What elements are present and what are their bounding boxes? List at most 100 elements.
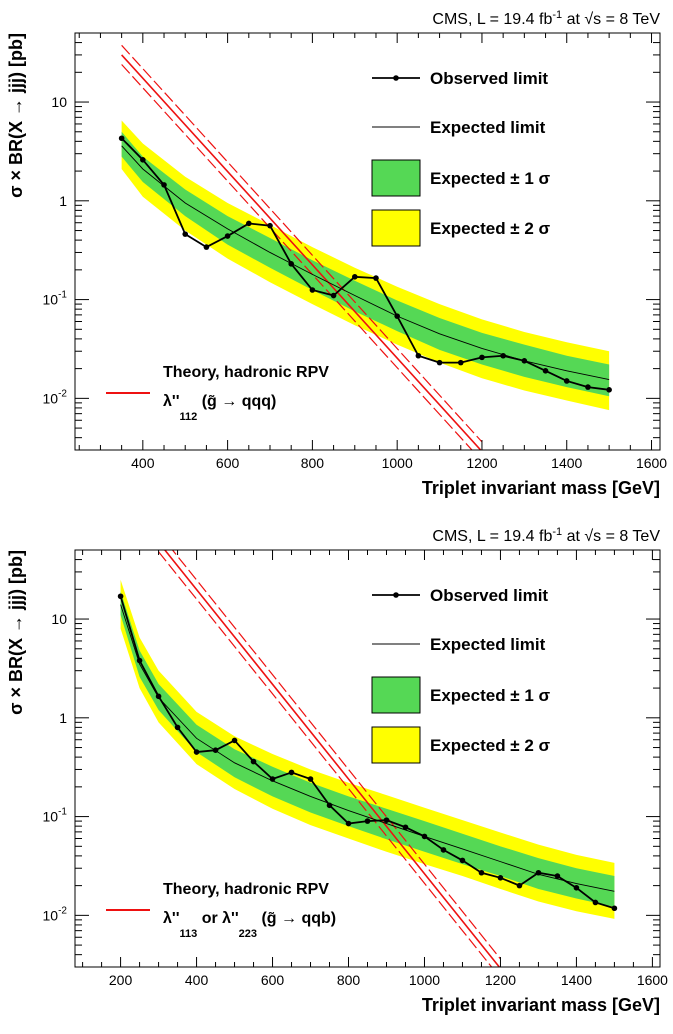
observed-limit-point [250,758,257,765]
observed-limit-point [478,869,485,876]
observed-limit-point [224,233,231,239]
legend-observed-label: Observed limit [430,69,548,88]
theory-legend-coupling-index-2: 223 [239,928,257,940]
cms-header-energy: = 8 TeV [601,528,660,545]
observed-limit-point [182,231,189,237]
plot-area [118,44,612,450]
observed-limit-point [421,833,428,840]
y-tick-label: 10-1 [43,290,68,308]
chart-panel-bottom: 200 400 600 800 1000 1200 1400 1600 10-2 10-1 1 10 T… [0,517,673,1034]
y-tick-label-base: 10 [43,390,59,406]
observed-limit-point [345,820,352,827]
legend-2sigma-swatch [371,209,421,247]
theory-legend-coupling: λ'' [163,910,180,927]
theory-line-upper [121,44,483,443]
theory-legend-title: Theory, hadronic RPV [163,881,329,898]
y-tick-label: 1 [59,193,67,209]
observed-limit-point [117,593,124,600]
theory-legend-or: or λ'' [197,910,238,927]
theory-legend: Theory, hadronic RPV λ''112 (g̃ → qqq) [106,364,329,423]
legend-1sigma-label: Expected ± 1 σ [430,686,551,705]
cms-header-lumi: CMS, L = 19.4 fb [432,528,552,545]
legend-1sigma-swatch [371,676,421,714]
x-tick-label: 400 [131,455,155,471]
y-tick-label-exponent: -1 [58,290,67,301]
observed-limit-point [500,352,506,359]
legend-observed-label: Observed limit [430,586,548,605]
cms-header-at: at [562,528,584,545]
y-tick-label: 10-1 [43,807,68,825]
x-axis-title: Triplet invariant mass [GeV] [422,478,660,498]
y-tick-label: 10-2 [43,388,68,406]
y-tick-label-base: 1 [59,710,67,726]
expected-1sigma-band [121,131,610,397]
legend-2sigma-label: Expected ± 2 σ [430,736,551,755]
theory-legend-coupling: λ'' [163,393,180,410]
observed-limit-point [592,899,599,906]
y-tick-label-base: 10 [43,809,59,825]
y-tick-label-base: 1 [59,193,67,209]
observed-limit-point [174,724,181,731]
legend-1sigma-label: Expected ± 1 σ [430,169,551,188]
observed-limit-point [161,182,167,188]
observed-limit-point [521,358,528,364]
legend-2sigma-swatch [371,726,421,764]
theory-legend-process: λ''112 (g̃ → qqq) [163,393,276,423]
y-axis-title: σ × BR(X → jjj) [pb] [6,550,26,715]
theory-legend-coupling-index: 113 [180,928,198,940]
observed-limit-point [606,387,612,393]
observed-limit-point [307,776,314,782]
observed-limit-point [415,352,422,359]
observed-limit-point [212,747,219,753]
x-tick-label: 1000 [409,972,440,988]
observed-limit-point [326,802,333,809]
x-tick-label: 600 [261,972,285,988]
y-tick-label-exponent: -1 [58,807,67,818]
chart-bottom: 200 400 600 800 1000 1200 1400 160010-210-1110T… [6,526,668,1015]
cms-header-lumi-exponent: -1 [552,9,562,21]
x-tick-label: 1400 [551,455,582,471]
theory-legend-coupling-index: 112 [180,411,198,423]
cms-header: CMS, L = 19.4 fb-1 at √s = 8 TeV [432,9,660,28]
x-tick-label: 1600 [637,972,668,988]
observed-limit-point [267,222,273,229]
observed-limit-line [120,137,610,391]
cms-header-sqrts: √s [584,11,601,28]
observed-limit-point [203,244,210,250]
plot-area [117,550,618,967]
x-tick-label: 1000 [382,455,413,471]
y-tick-label-base: 10 [43,292,59,308]
x-tick-label: 600 [216,455,240,471]
observed-limit-point [140,157,146,163]
observed-limit-point [373,275,379,281]
x-tick-label: 200 [109,972,133,988]
legend: Observed limit Expected limit Expected ± 1… [371,69,551,247]
observed-limit-point [231,737,238,744]
theory-line [163,550,501,967]
observed-limit-point [516,882,523,889]
cms-header-lumi-exponent: -1 [552,526,562,538]
observed-limit-point [542,368,549,374]
y-tick-label: 10 [51,94,67,110]
legend-expected-label: Expected limit [430,635,546,654]
observed-limit-point [246,220,252,227]
expected-limit-line [120,604,615,892]
observed-limit-point [288,261,294,267]
theory-line-upper [171,550,501,960]
x-tick-label: 1400 [561,972,592,988]
y-tick-label-base: 10 [51,611,67,627]
y-tick-label: 1 [59,710,67,726]
observed-limit-point [330,292,337,299]
observed-limit-point [383,817,390,823]
theory-line-lower [158,551,493,967]
y-tick-label: 10 [51,611,67,627]
legend-1sigma-swatch [371,159,421,197]
cms-header: CMS, L = 19.4 fb-1 at √s = 8 TeV [432,526,660,545]
observed-limit-point [535,869,542,876]
observed-limit-point [364,818,371,824]
legend-observed-marker [393,75,399,81]
y-tick-label: 10-2 [43,905,68,923]
observed-limit-point [611,905,618,912]
observed-limit-point [440,847,447,853]
